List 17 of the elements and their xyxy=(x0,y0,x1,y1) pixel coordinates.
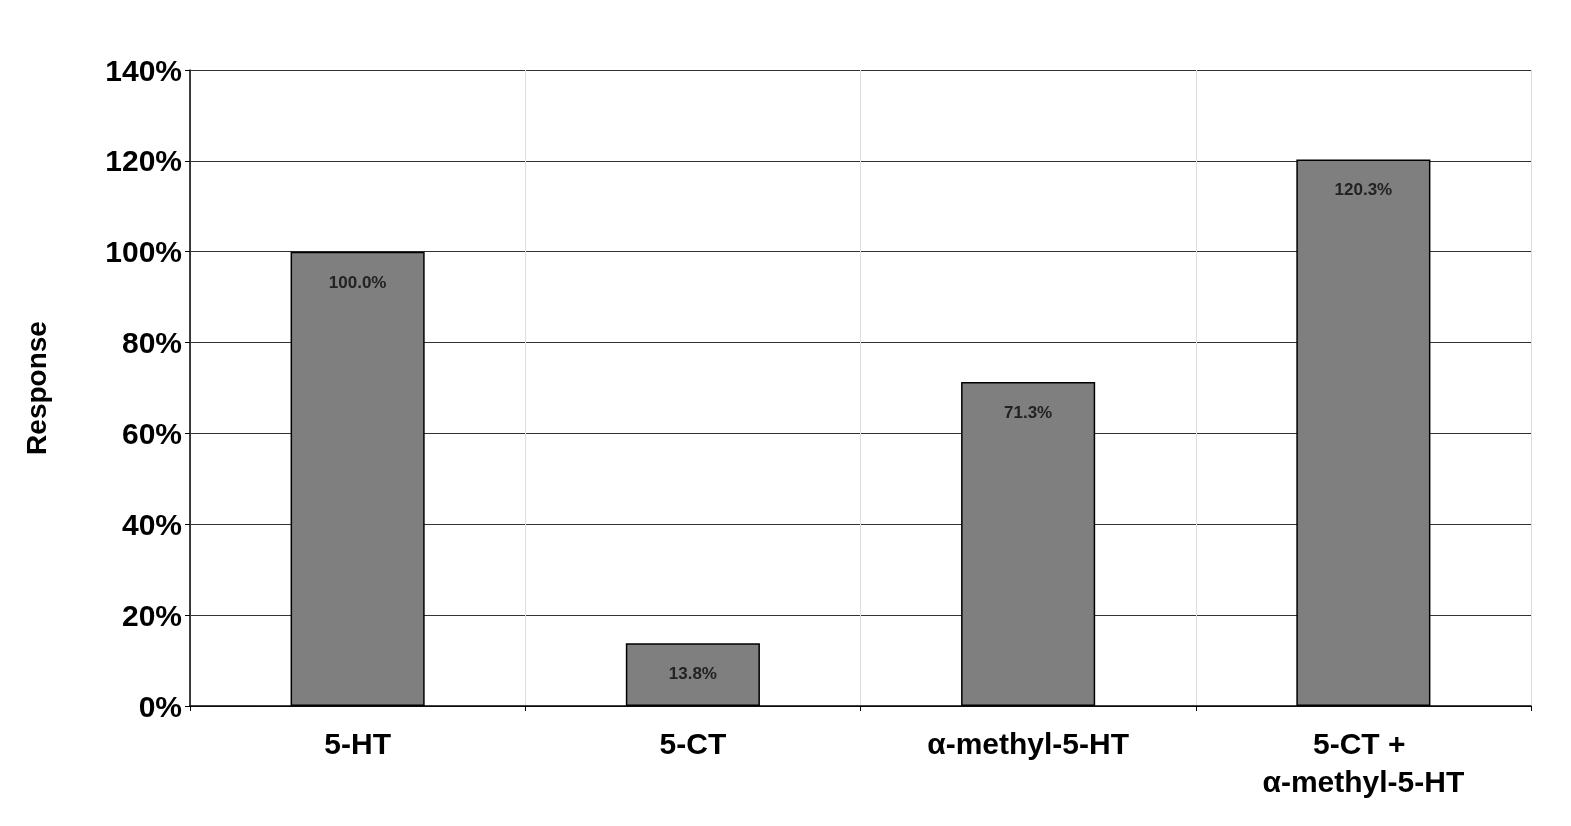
data-label: 120.3% xyxy=(1334,180,1393,200)
data-label: 13.8% xyxy=(668,664,717,684)
x-tick-label: α-methyl-5-HT xyxy=(927,726,1130,760)
y-tick-label: 0% xyxy=(138,689,182,723)
y-tick-label: 60% xyxy=(121,416,182,450)
data-label: 71.3% xyxy=(1004,403,1053,423)
x-tick-label: 5-CT xyxy=(659,726,727,760)
y-tick-label: 140% xyxy=(105,53,182,87)
y-tick-label: 20% xyxy=(121,598,182,632)
y-tick-label: 100% xyxy=(105,235,182,269)
y-axis-title: Response xyxy=(20,321,52,455)
x-tick-label: 5-CT + α-methyl-5-HT xyxy=(1262,726,1465,798)
y-tick-label: 40% xyxy=(121,507,182,541)
x-tick-label: 5-HT xyxy=(324,726,391,760)
data-label: 100.0% xyxy=(328,272,387,292)
y-tick-label: 80% xyxy=(121,326,182,360)
y-tick-label: 120% xyxy=(105,144,182,178)
